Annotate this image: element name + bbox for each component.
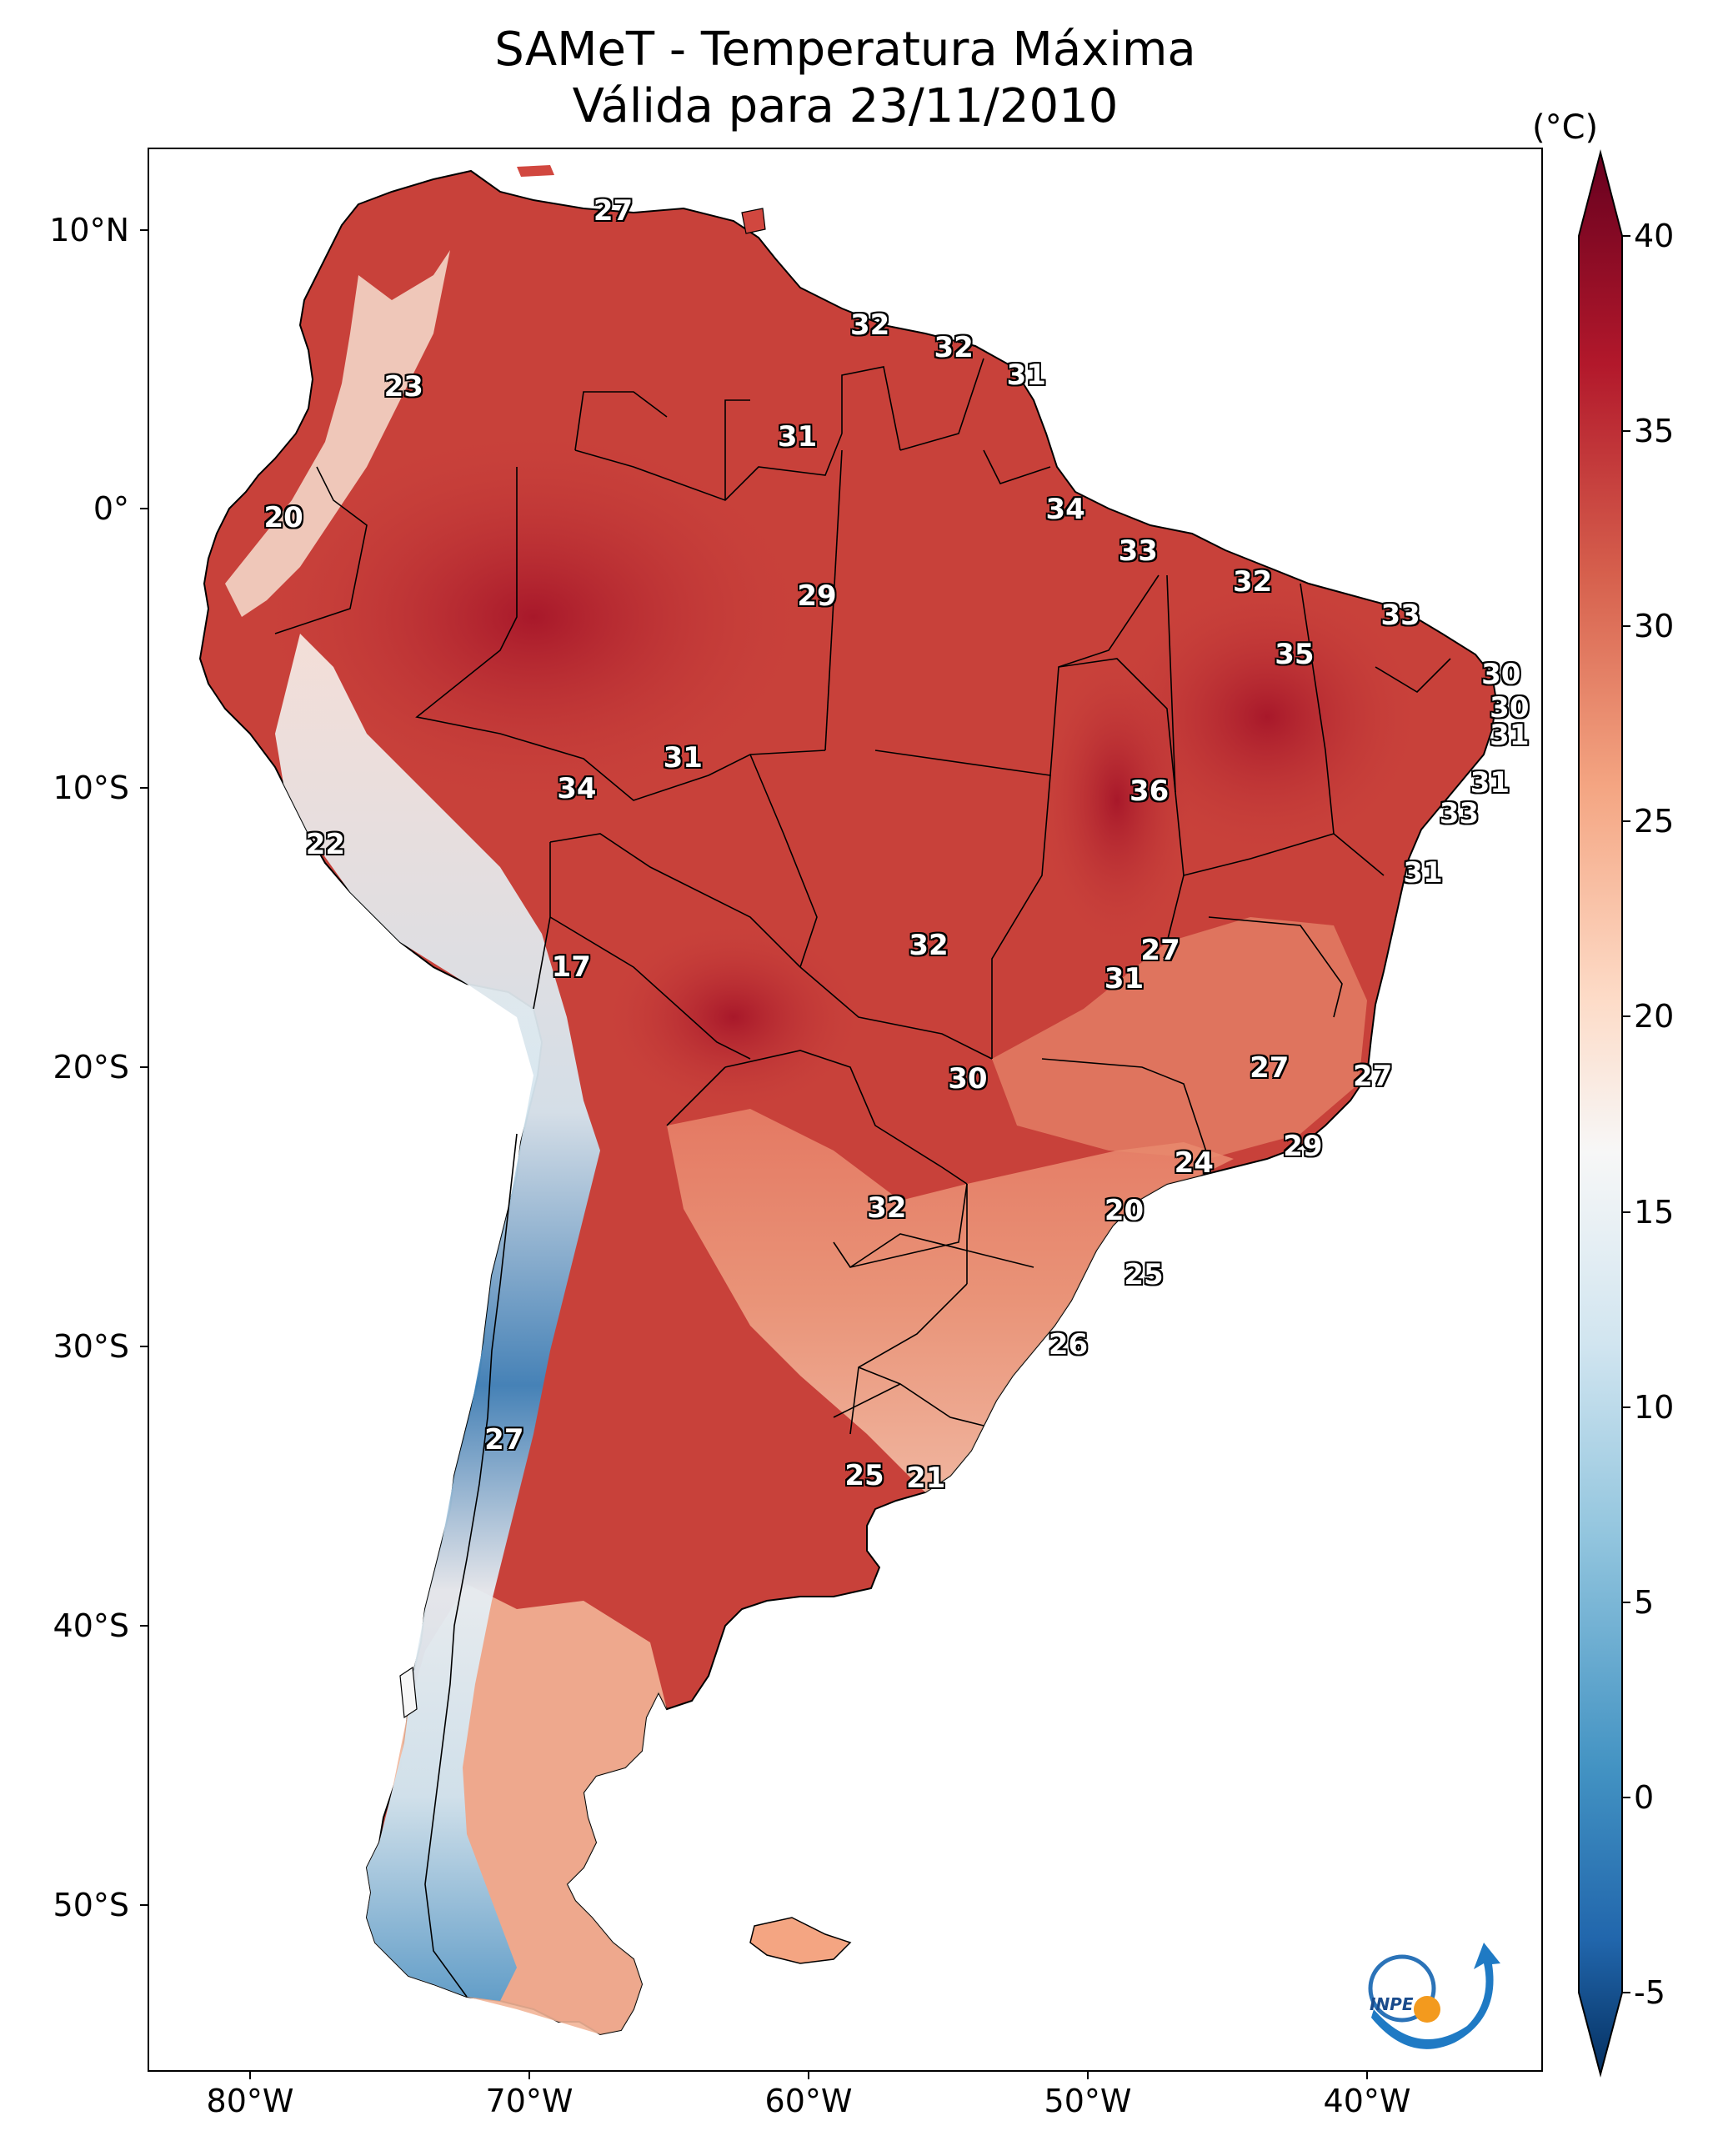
colombia-andes-stripe	[225, 250, 450, 617]
andes-cool-stripe	[275, 634, 600, 2001]
longitude-label: 80°W	[206, 2083, 294, 2119]
temperature-value-label: 17	[551, 950, 591, 985]
colorbar-tick-label: 30	[1634, 608, 1675, 644]
temperature-value-label: 34	[1045, 493, 1085, 526]
axis-ticks	[140, 229, 1368, 2079]
temperature-value-label: 22	[305, 828, 346, 861]
temperature-value-label: 33	[1439, 797, 1480, 831]
temperature-value-label: 33	[1380, 599, 1420, 633]
latitude-label: 10°N	[49, 212, 129, 248]
hot-zone-northeast	[1117, 584, 1417, 850]
trinidad-island	[741, 208, 766, 234]
temperature-value-label: 32	[867, 1191, 907, 1225]
margarita-island	[517, 165, 554, 177]
temperature-value-label: 31	[1006, 358, 1046, 393]
temperature-value-label: 27	[593, 193, 634, 228]
temperature-value-label: 31	[1490, 719, 1530, 753]
country-borders	[274, 358, 1451, 1998]
latitude-label: 50°S	[53, 1887, 129, 1923]
longitude-label: 40°W	[1323, 2083, 1411, 2119]
temperature-value-label: 23	[383, 369, 423, 404]
colorbar-tick-label: 20	[1634, 998, 1675, 1035]
temperature-value-label: 33	[1118, 534, 1158, 569]
temperature-value-label: 32	[1232, 565, 1273, 599]
temperature-value-label: 24	[1174, 1146, 1214, 1180]
temperature-value-label: 31	[663, 741, 703, 775]
temperature-value-label: 30	[1490, 690, 1530, 725]
temperature-value-label: 25	[844, 1459, 884, 1493]
temperature-value-label: 26	[1048, 1327, 1089, 1361]
colorbar-tick-label: 40	[1634, 218, 1675, 254]
longitude-label: 50°W	[1044, 2083, 1132, 2119]
temperature-value-label: 27	[1353, 1060, 1393, 1094]
map-title: SAMeT - Temperatura Máxima	[494, 23, 1196, 77]
temperature-value-label: 25	[1124, 1257, 1164, 1291]
temperature-value-label: 27	[1140, 934, 1180, 968]
colorbar-ticks	[1622, 235, 1630, 1993]
temperature-value-label: 29	[797, 579, 837, 613]
colorbar-tick-label: -5	[1634, 1974, 1665, 2011]
latitude-label: 20°S	[53, 1049, 129, 1086]
temperature-value-label: 31	[1104, 961, 1144, 995]
inpe-logo-text: INPE	[1370, 1994, 1414, 2014]
colorbar-tick-label: 5	[1634, 1584, 1655, 1621]
latitude-label: 30°S	[53, 1328, 129, 1365]
colorbar-tick-label: 35	[1634, 413, 1675, 449]
temperature-value-label: 21	[906, 1462, 946, 1496]
temperature-value-label: 30	[948, 1062, 988, 1096]
temperature-value-label: 35	[1275, 638, 1315, 672]
temperature-value-label: 32	[850, 308, 890, 342]
colorbar-tick-label: 0	[1634, 1779, 1655, 1816]
temperature-value-label: 29	[1283, 1129, 1323, 1163]
map-subtitle: Válida para 23/11/2010	[572, 79, 1119, 133]
colorbar-unit: (°C)	[1532, 108, 1599, 147]
hot-zone-amazon	[267, 434, 800, 800]
colorbar-tick-label: 25	[1634, 803, 1675, 840]
cooler-southeast-highlands	[992, 917, 1367, 1159]
hot-zone-bolivia	[609, 925, 859, 1109]
temperature-value-label: 36	[1129, 775, 1170, 809]
temperature-value-label: 27	[484, 1422, 524, 1457]
temperature-value-label: 32	[909, 928, 949, 962]
longitude-label: 70°W	[485, 2083, 573, 2119]
colorbar	[1578, 149, 1623, 2078]
temperature-value-label: 31	[1403, 855, 1443, 890]
hot-zone-tocantins	[1042, 659, 1192, 942]
temperature-value-label: 27	[1250, 1051, 1290, 1085]
temperature-value-label: 20	[1104, 1193, 1144, 1227]
temperature-value-label: 31	[1470, 766, 1510, 800]
colorbar-tick-label: 10	[1634, 1389, 1675, 1426]
temperature-value-label: 30	[1481, 657, 1521, 691]
longitude-label: 60°W	[764, 2083, 853, 2119]
falkland-islands	[749, 1917, 852, 1964]
inpe-logo	[1368, 1943, 1500, 2049]
colorbar-tick-label: 15	[1634, 1194, 1675, 1231]
temperature-value-label: 32	[934, 330, 974, 364]
latitude-label: 40°S	[53, 1607, 129, 1644]
latitude-label: 0°	[93, 490, 129, 527]
chiloe-island	[399, 1666, 418, 1719]
temperature-value-label: 34	[557, 772, 597, 805]
latitude-label: 10°S	[53, 770, 129, 806]
temperature-value-label: 31	[777, 419, 818, 454]
temperature-value-label: 20	[263, 501, 303, 535]
